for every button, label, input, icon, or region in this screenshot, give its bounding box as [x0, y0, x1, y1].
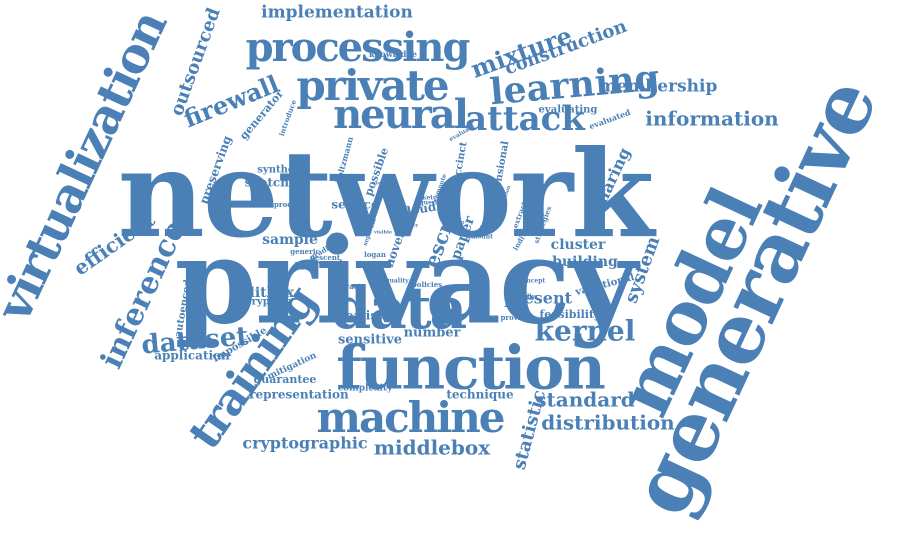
word-produce: produce — [274, 200, 306, 209]
word-present: present — [504, 289, 573, 308]
word-application: application — [154, 349, 230, 363]
word-evaluating: evaluating — [539, 105, 598, 116]
word-realistic: realistic — [339, 309, 394, 323]
word-machine: machine — [317, 393, 504, 442]
word-processing: processing — [246, 24, 471, 71]
word-information: information — [645, 107, 779, 131]
word-knowledge: knowledge — [369, 49, 417, 59]
word-function: function — [336, 334, 605, 404]
word-cryptographic: cryptographic — [242, 434, 368, 453]
word-provider: provider — [500, 313, 533, 322]
word-strong: strong — [446, 220, 465, 226]
word-generic: generic — [290, 247, 320, 256]
word-source: source — [373, 181, 392, 187]
word-descent: descent — [310, 253, 341, 262]
word-implementation: implementation — [261, 3, 413, 23]
word-sketch: sketch — [419, 195, 442, 202]
word-abstract: abstract — [329, 282, 362, 291]
word-membership: membership — [599, 77, 718, 97]
word-queries: queries — [419, 200, 445, 207]
word-middlebox: middlebox — [374, 436, 491, 460]
word-sample: sample — [262, 232, 318, 248]
word-number: number — [404, 326, 461, 341]
word-logan: logan — [364, 250, 386, 259]
word-friendly: friendly — [509, 294, 536, 301]
word-visible: visible — [373, 230, 392, 236]
word-splitbox: splitbox — [232, 285, 295, 301]
word-kernel: kernel — [535, 315, 636, 348]
word-network: network — [118, 124, 658, 265]
word-approach: approach — [294, 260, 347, 271]
word-data: data — [331, 274, 467, 342]
word-cloud: cloud — [398, 199, 437, 219]
word-tricky: tricky — [402, 223, 419, 229]
word-neural: neural — [333, 91, 469, 138]
word-cluster: cluster — [551, 237, 606, 253]
word-complexity: complexity — [338, 384, 393, 394]
word-technique: technique — [446, 388, 514, 402]
word-representation: representation — [249, 388, 349, 402]
word-sketches: sketches — [245, 176, 304, 190]
word-synthetic: synthetic — [257, 165, 308, 176]
word-building: building — [552, 254, 618, 270]
word-feasibility: feasibility — [540, 308, 602, 321]
word-attack: attack — [465, 99, 586, 139]
word-guarantee: guarantee — [254, 373, 317, 386]
word-service: service — [331, 198, 379, 212]
word-distribution: distribution — [541, 411, 675, 435]
word-amount: amount — [467, 234, 493, 241]
word-concept: concept — [519, 278, 546, 285]
word-quality: quality — [385, 278, 409, 285]
word-private: private — [296, 61, 447, 110]
word-policies: policies — [412, 280, 442, 289]
word-standard: standard — [535, 388, 634, 412]
word-sensitive: sensitive — [338, 333, 402, 348]
word-encryption: encryption — [232, 297, 293, 308]
word-privacy: privacy — [175, 212, 641, 351]
